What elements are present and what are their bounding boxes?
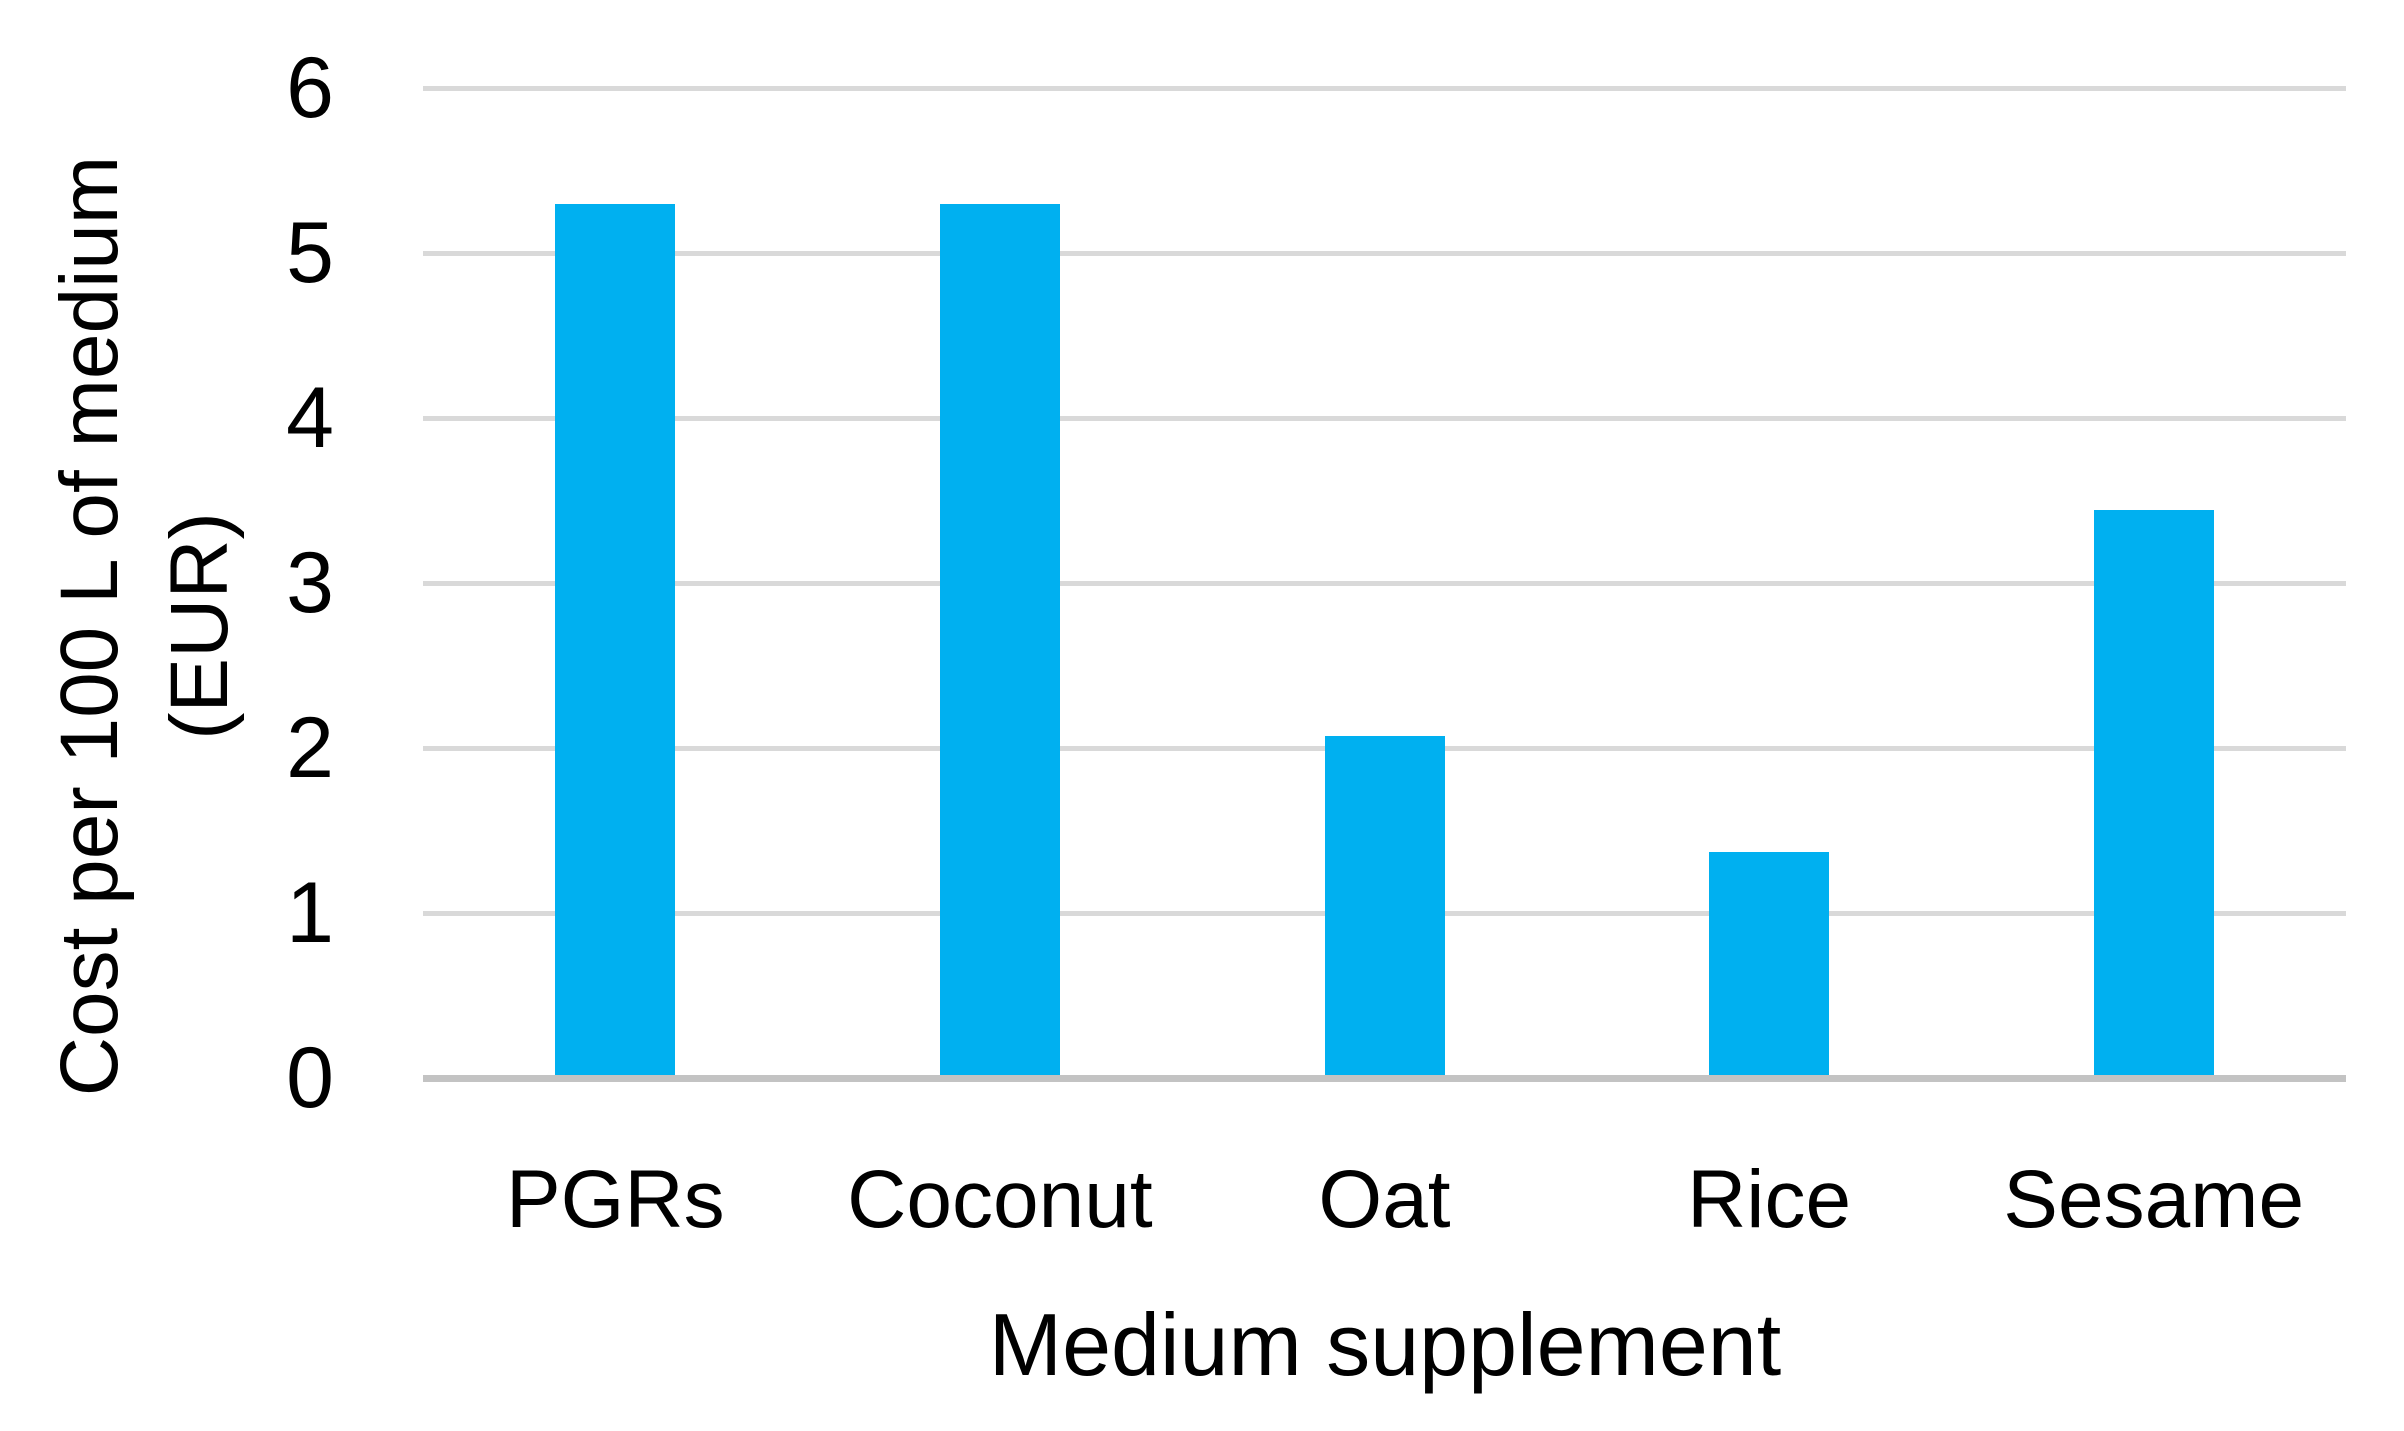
gridline-5 xyxy=(423,250,2346,256)
y-axis-title-line2: (EUR) xyxy=(154,512,245,740)
bar-pgrs xyxy=(555,203,676,1078)
y-tick-label-3: 3 xyxy=(286,535,334,631)
gridline-4 xyxy=(423,415,2346,421)
y-tick-label-2: 2 xyxy=(286,700,334,796)
y-axis-title-line1: Cost per 100 L of medium xyxy=(44,155,136,1097)
gridline-3 xyxy=(423,580,2346,586)
y-tick-label-6: 6 xyxy=(286,40,334,136)
y-tick-label-0: 0 xyxy=(286,1030,334,1126)
bar-rice xyxy=(1709,851,1830,1078)
x-category-label-sesame: Sesame xyxy=(2003,1154,2305,1245)
bar-sesame xyxy=(2093,510,2214,1078)
x-axis-line xyxy=(423,1074,2346,1082)
y-tick-label-4: 4 xyxy=(286,370,334,466)
bar-coconut xyxy=(939,203,1060,1078)
y-tick-label-1: 1 xyxy=(286,865,334,961)
gridline-6 xyxy=(423,85,2346,91)
x-category-label-rice: Rice xyxy=(1687,1154,1852,1245)
x-category-label-coconut: Coconut xyxy=(847,1154,1153,1245)
bar-oat xyxy=(1324,736,1445,1078)
x-category-label-oat: Oat xyxy=(1318,1154,1451,1245)
y-axis-title: Cost per 100 L of medium (EUR) xyxy=(35,156,255,1096)
y-tick-label-5: 5 xyxy=(286,205,334,301)
x-category-label-pgrs: PGRs xyxy=(505,1154,725,1245)
x-axis-title: Medium supplement xyxy=(988,1295,1782,1394)
